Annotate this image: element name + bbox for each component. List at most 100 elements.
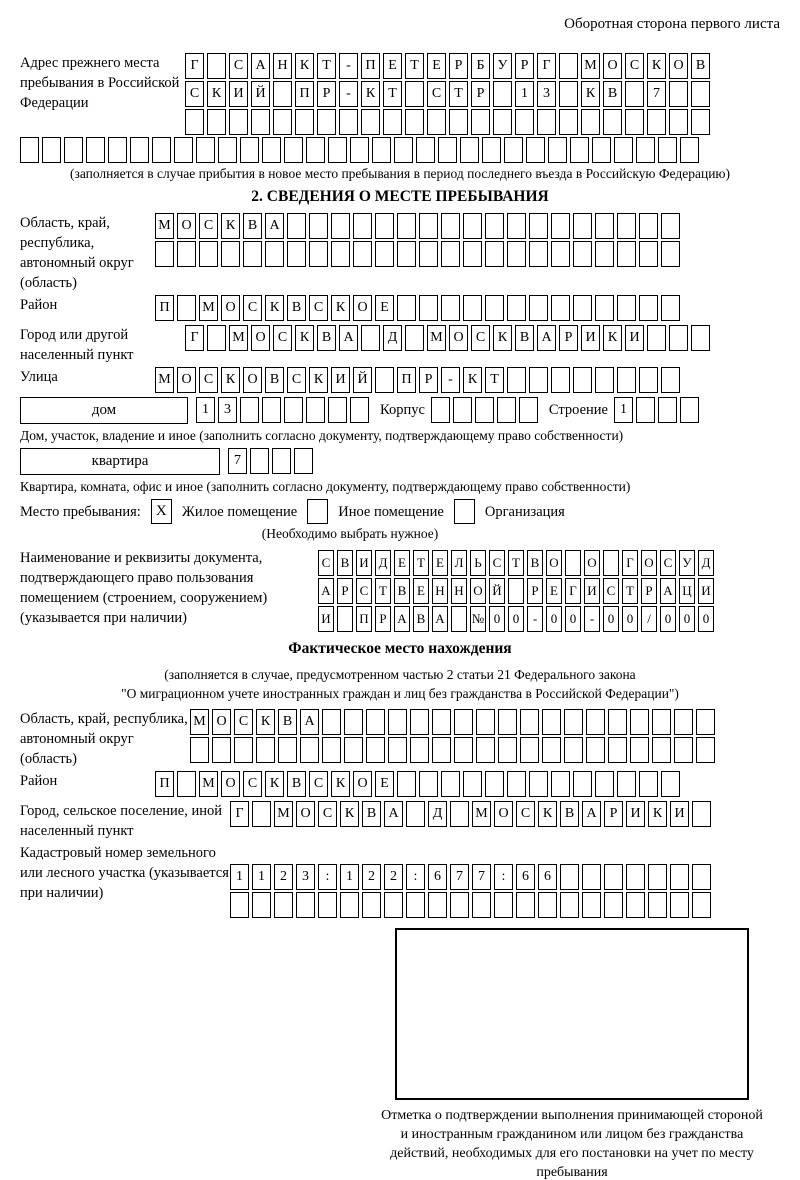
char-cell (309, 213, 328, 239)
char-cell (388, 737, 407, 763)
char-cell: С (243, 771, 262, 797)
char-cell (696, 737, 715, 763)
char-cell (419, 241, 438, 267)
char-cell: 1 (340, 864, 359, 890)
char-cell (234, 737, 253, 763)
char-cell: С (234, 709, 253, 735)
char-cell: 0 (546, 606, 562, 632)
char-cell (328, 397, 347, 423)
char-cell (586, 737, 605, 763)
s2-oblast-block: Область, край, республика, автономный ок… (20, 213, 780, 293)
char-cell: Г (565, 578, 581, 604)
char-cell: О (494, 801, 513, 827)
char-cell (212, 737, 231, 763)
char-cell: - (339, 81, 358, 107)
char-cell: 0 (679, 606, 695, 632)
char-cell (42, 137, 61, 163)
char-cell: О (353, 295, 372, 321)
char-cell (397, 771, 416, 797)
char-cell (630, 737, 649, 763)
char-cell: С (660, 550, 676, 576)
char-cell (573, 213, 592, 239)
char-cell (636, 137, 655, 163)
char-cell (582, 892, 601, 918)
char-cell (252, 892, 271, 918)
char-cell (410, 709, 429, 735)
char-cell (581, 109, 600, 135)
char-cell: В (317, 325, 336, 351)
char-cell (309, 241, 328, 267)
char-cell: Г (537, 53, 556, 79)
char-cell (472, 892, 491, 918)
apartment-row: квартира 7 (20, 448, 780, 476)
char-cell (529, 241, 548, 267)
char-cell: Д (375, 550, 391, 576)
char-cell (485, 295, 504, 321)
char-cell: К (340, 801, 359, 827)
char-cell (603, 550, 619, 576)
char-cell (604, 864, 623, 890)
char-cell (608, 737, 627, 763)
char-cell: В (394, 578, 410, 604)
char-cell (452, 397, 472, 423)
char-cell: Р (337, 578, 353, 604)
char-cell: М (155, 213, 174, 239)
char-cell (300, 737, 319, 763)
char-cell (86, 137, 105, 163)
char-cell (318, 892, 337, 918)
char-cell (669, 109, 688, 135)
char-cell: С (199, 367, 218, 393)
char-cell (586, 709, 605, 735)
char-cell: С (427, 81, 446, 107)
char-cell: С (243, 295, 262, 321)
char-cell (406, 801, 425, 827)
char-cell (652, 709, 671, 735)
char-cell (551, 213, 570, 239)
char-cell: 1 (252, 864, 271, 890)
char-cell: И (626, 801, 645, 827)
char-cell: Н (273, 53, 292, 79)
char-cell (559, 109, 578, 135)
char-cell (548, 137, 567, 163)
char-cell: Р (449, 53, 468, 79)
char-cell: Р (527, 578, 543, 604)
char-cell: Р (515, 53, 534, 79)
char-cell: Б (471, 53, 490, 79)
char-cell: А (384, 801, 403, 827)
house-box-label: дом (20, 397, 188, 424)
char-cell (337, 606, 353, 632)
char-cell (252, 801, 271, 827)
char-cell: Р (375, 606, 391, 632)
confirmation-stamp-caption: Отметка о подтверждении выполнения прини… (381, 1108, 763, 1180)
char-cell (207, 109, 226, 135)
char-cell: А (251, 53, 270, 79)
char-cell: К (648, 801, 667, 827)
s2-oblast-label: Область, край, республика, автономный ок… (20, 215, 134, 291)
char-cell (657, 397, 677, 423)
char-cell (240, 397, 259, 423)
char-cell (20, 137, 39, 163)
char-cell (507, 241, 526, 267)
char-cell: Т (508, 550, 524, 576)
char-cell: / (641, 606, 657, 632)
char-cell: О (296, 801, 315, 827)
char-cell (595, 367, 614, 393)
char-cell (603, 109, 622, 135)
char-cell (647, 325, 666, 351)
char-cell: Ь (470, 550, 486, 576)
char-cell (405, 325, 424, 351)
organization-label: Организация (484, 503, 565, 520)
char-cell: Ц (679, 578, 695, 604)
stroenie-cells: 1 (613, 397, 702, 423)
char-cell (460, 137, 479, 163)
char-cell (177, 241, 196, 267)
char-cell (639, 771, 658, 797)
char-cell (322, 709, 341, 735)
char-cell (296, 892, 315, 918)
char-cell (438, 137, 457, 163)
char-cell (559, 81, 578, 107)
